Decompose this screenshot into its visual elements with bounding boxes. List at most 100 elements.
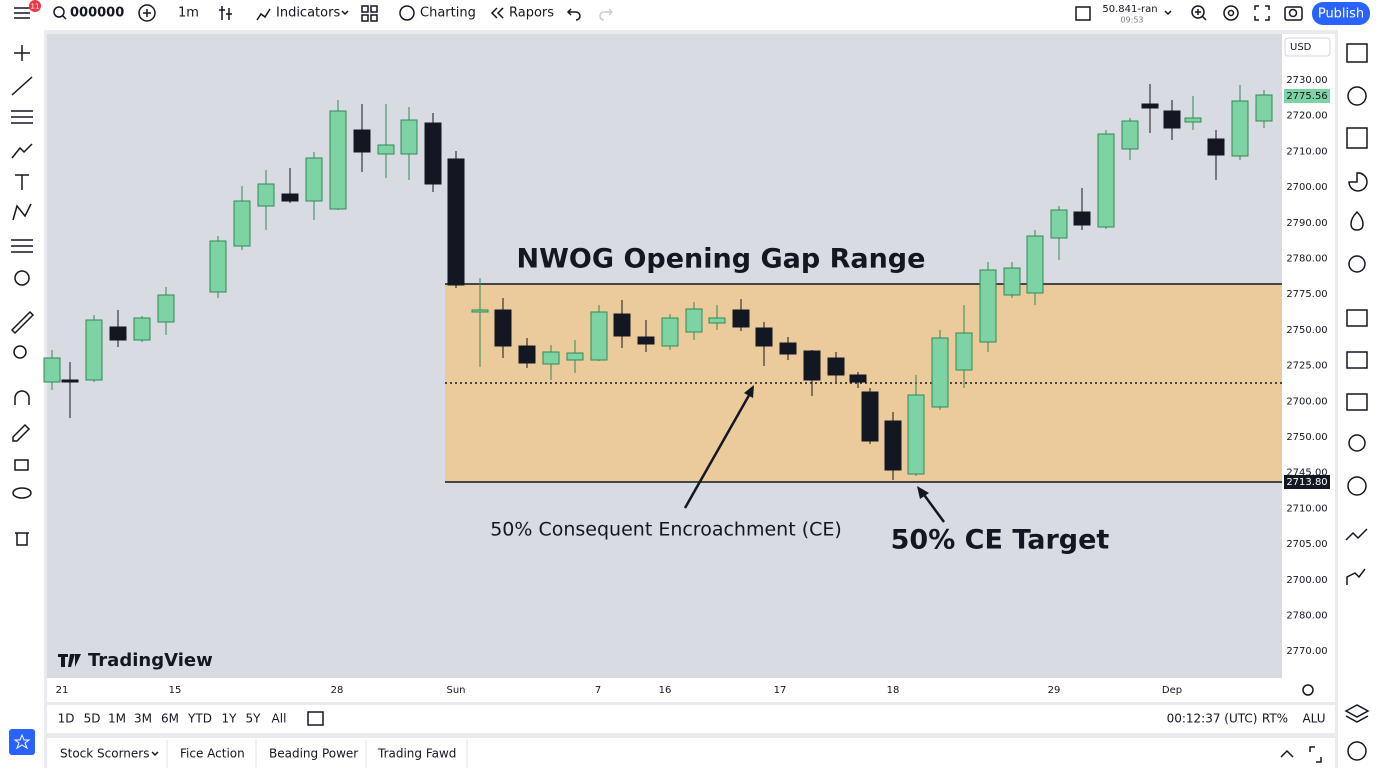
ideas[interactable] bbox=[1348, 255, 1366, 273]
bottom-tab[interactable]: Trading Fawd bbox=[377, 747, 456, 761]
candle-body bbox=[613, 313, 631, 337]
currency-button[interactable] bbox=[1284, 37, 1331, 57]
range-button[interactable]: 6M bbox=[161, 712, 179, 726]
chart-type[interactable] bbox=[219, 6, 232, 20]
current-price: 2775.56 bbox=[1286, 91, 1327, 102]
candle-body bbox=[43, 357, 61, 383]
candle-body bbox=[1184, 117, 1202, 123]
symbol[interactable]: 000000 bbox=[70, 6, 124, 21]
indicators[interactable]: Indicators bbox=[276, 6, 340, 21]
indicators-icon[interactable] bbox=[256, 8, 271, 21]
zoom-tool[interactable] bbox=[13, 345, 27, 359]
candle-body bbox=[907, 394, 925, 475]
charting-icon[interactable] bbox=[399, 5, 415, 21]
price-label: 2745.00 bbox=[1286, 468, 1327, 479]
ce-price: 2713.80 bbox=[1286, 477, 1327, 488]
charting[interactable]: Charting bbox=[420, 6, 476, 21]
candle-body bbox=[109, 326, 127, 341]
candle-body bbox=[257, 183, 275, 207]
left-toolbar bbox=[0, 30, 44, 768]
sidebar-icons bbox=[1344, 43, 1370, 761]
rapors[interactable]: Rapors bbox=[509, 6, 554, 21]
zoom[interactable] bbox=[1191, 5, 1205, 19]
price-time: 09:53 bbox=[1120, 16, 1143, 25]
bottom-tab[interactable]: Fice Action bbox=[180, 747, 245, 761]
search-icon[interactable] bbox=[53, 6, 65, 18]
lock[interactable] bbox=[14, 459, 29, 471]
checkbox[interactable] bbox=[1075, 6, 1091, 21]
fullscreen[interactable] bbox=[1254, 5, 1270, 21]
price-label: 2790.00 bbox=[1286, 218, 1327, 229]
rapors-icon[interactable] bbox=[490, 7, 504, 19]
range-button[interactable]: 1D bbox=[58, 712, 75, 726]
magnet[interactable] bbox=[14, 390, 30, 405]
layouts[interactable] bbox=[361, 5, 378, 22]
chats[interactable] bbox=[1346, 309, 1368, 327]
trading[interactable] bbox=[1345, 528, 1368, 541]
fib-tool[interactable] bbox=[11, 110, 33, 124]
calendar[interactable] bbox=[1350, 210, 1364, 231]
market[interactable] bbox=[1346, 568, 1366, 585]
range-button[interactable]: All bbox=[272, 712, 287, 726]
streams[interactable] bbox=[1346, 351, 1368, 369]
range-button[interactable]: 3M bbox=[134, 712, 152, 726]
ruler[interactable] bbox=[10, 310, 35, 335]
help[interactable] bbox=[1347, 741, 1367, 761]
price-info: 50.841-ran bbox=[1102, 4, 1157, 15]
bottom-tab[interactable]: Beading Power bbox=[269, 747, 358, 761]
help-light[interactable] bbox=[1348, 434, 1366, 452]
collapse[interactable] bbox=[1280, 749, 1294, 758]
watchlist[interactable] bbox=[1346, 43, 1368, 63]
currency[interactable]: USD bbox=[1290, 42, 1312, 53]
date-range[interactable] bbox=[307, 711, 324, 726]
add-symbol[interactable] bbox=[138, 4, 156, 22]
candle-body bbox=[590, 311, 608, 361]
notifications[interactable] bbox=[1346, 393, 1368, 411]
menu-button[interactable] bbox=[14, 7, 30, 19]
alu[interactable]: ALU bbox=[1302, 712, 1325, 726]
lock-drawing[interactable] bbox=[12, 423, 31, 442]
layers[interactable] bbox=[1344, 704, 1370, 723]
data-window[interactable] bbox=[1346, 127, 1368, 149]
undo[interactable] bbox=[566, 8, 581, 21]
maximize[interactable] bbox=[1309, 746, 1322, 763]
crosshair[interactable] bbox=[14, 45, 30, 61]
range-button[interactable]: 5D bbox=[84, 712, 101, 726]
visibility[interactable] bbox=[12, 487, 32, 499]
favorites[interactable] bbox=[9, 729, 35, 755]
settings[interactable] bbox=[1223, 5, 1239, 21]
pattern-tool[interactable] bbox=[12, 203, 32, 221]
candle-body bbox=[542, 351, 560, 365]
publish-button[interactable] bbox=[1312, 2, 1370, 25]
brush[interactable] bbox=[11, 143, 33, 159]
icons-tool[interactable] bbox=[14, 270, 30, 286]
candle-body bbox=[1050, 209, 1068, 239]
redo[interactable] bbox=[599, 8, 614, 21]
time-label: 28 bbox=[331, 685, 344, 696]
publish[interactable]: Publish bbox=[1318, 7, 1364, 22]
delete[interactable] bbox=[15, 532, 29, 546]
bottom-tab[interactable]: Stock Scorners bbox=[60, 747, 149, 761]
snapshot[interactable] bbox=[1284, 6, 1303, 21]
alerts[interactable] bbox=[1347, 86, 1367, 106]
ce-arrowhead bbox=[744, 385, 754, 398]
time-label: 7 bbox=[595, 685, 601, 696]
price-label: 2710.00 bbox=[1286, 503, 1327, 514]
candle-body bbox=[1207, 138, 1225, 156]
trend-line[interactable] bbox=[11, 76, 33, 96]
range-button[interactable]: 1Y bbox=[222, 712, 238, 726]
interval[interactable]: 1m bbox=[178, 6, 199, 21]
text-tool[interactable] bbox=[15, 174, 29, 190]
prediction-tool[interactable] bbox=[11, 239, 33, 253]
candle-body bbox=[157, 294, 175, 323]
right-sidebar bbox=[1338, 30, 1376, 768]
hotlists[interactable] bbox=[1348, 172, 1368, 192]
axis-settings[interactable] bbox=[1302, 684, 1314, 696]
candle-body bbox=[494, 309, 512, 347]
range-button[interactable]: 5Y bbox=[246, 712, 262, 726]
rt[interactable]: RT% bbox=[1262, 712, 1288, 726]
calculator[interactable] bbox=[1347, 476, 1367, 496]
range-button[interactable]: 1M bbox=[108, 712, 126, 726]
range-button[interactable]: YTD bbox=[187, 712, 212, 726]
